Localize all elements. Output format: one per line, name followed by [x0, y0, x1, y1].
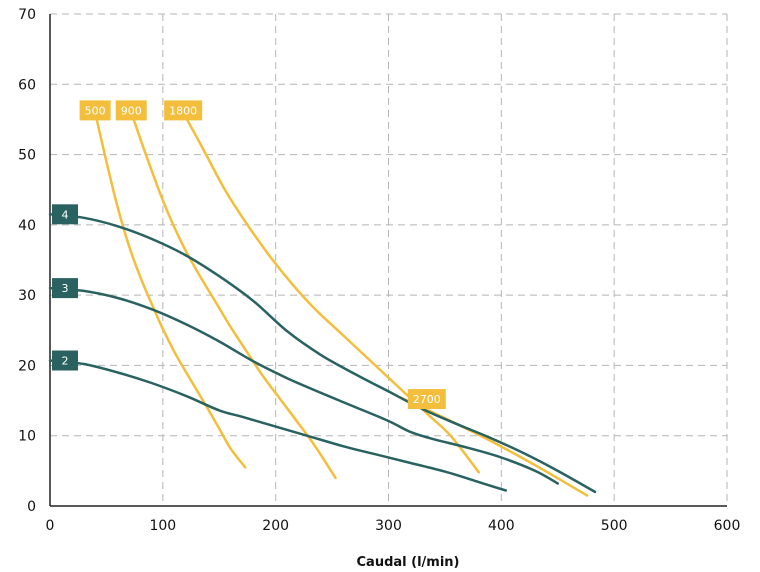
y-tick-label: 0 [27, 499, 36, 515]
curve-tag-2 [52, 350, 78, 371]
y-tick-label: 10 [18, 429, 36, 445]
y-tick-label: 40 [18, 218, 36, 234]
curve-tag-4 [52, 204, 78, 225]
speed-curve-2700 [398, 395, 589, 497]
y-tick-label: 20 [18, 358, 36, 374]
grid [50, 13, 728, 506]
curve-tags: 4 3 2 500 900 1800 2700 [52, 100, 446, 410]
y-tick-label: 30 [18, 288, 36, 304]
system-curves [48, 213, 597, 494]
tick-labels: 0 100 200 300 400 500 600 0 10 20 30 40 50 60 70 [18, 7, 740, 534]
y-tick-label: 60 [18, 77, 36, 93]
speed-curve-1800 [181, 111, 481, 474]
speed-curve-500 [93, 111, 247, 469]
speed-curve-900 [129, 111, 337, 480]
curve-tag-3 [52, 278, 78, 299]
curve-tag-label-4: 4 [62, 208, 69, 221]
curve-tag-2700 [407, 389, 446, 410]
x-tick-label: 200 [262, 518, 289, 534]
system-curve-4 [48, 213, 597, 494]
curve-tag-label-500: 500 [85, 104, 106, 117]
curve-tag-label-3: 3 [62, 282, 69, 295]
x-tick-label: 100 [149, 518, 176, 534]
axes [49, 14, 727, 507]
system-curve-3 [48, 286, 560, 485]
curve-tag-label-1800: 1800 [169, 104, 197, 117]
curve-tag-1800 [164, 100, 203, 121]
y-tick-label: 70 [18, 7, 36, 23]
system-curve-2 [48, 359, 508, 492]
curve-tag-500 [79, 100, 111, 121]
y-tick-label: 50 [18, 148, 36, 164]
curve-tag-label-2700: 2700 [413, 393, 441, 406]
x-tick-label: 400 [488, 518, 515, 534]
curve-tag-900 [115, 100, 147, 121]
speed-curves [93, 111, 589, 497]
x-tick-label: 600 [714, 518, 741, 534]
x-tick-label: 0 [46, 518, 55, 534]
curve-tag-label-900: 900 [121, 104, 142, 117]
x-tick-label: 500 [601, 518, 628, 534]
x-axis-label: Caudal (l/min) [357, 555, 460, 570]
curve-tag-label-2: 2 [62, 355, 69, 368]
x-tick-label: 300 [375, 518, 402, 534]
